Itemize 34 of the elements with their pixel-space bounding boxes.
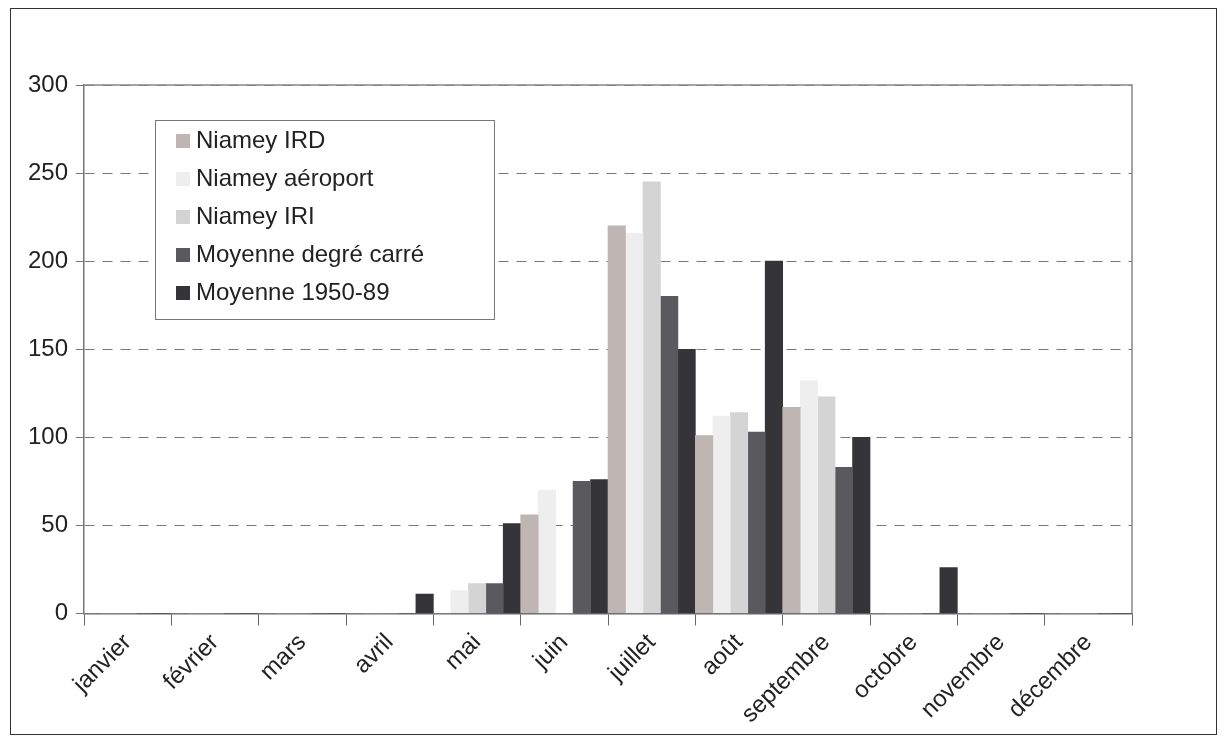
bar [695, 435, 714, 614]
bar [590, 479, 609, 614]
bar [782, 407, 801, 614]
y-tick-label: 150 [28, 333, 69, 361]
bar [625, 232, 644, 614]
bar [450, 590, 469, 614]
bar [939, 567, 958, 614]
y-tick-label: 200 [28, 245, 69, 273]
bar [799, 380, 818, 614]
legend-label: Niamey IRI [196, 202, 315, 229]
bar [467, 583, 487, 614]
y-tick-label: 0 [54, 598, 69, 626]
bar [502, 523, 522, 614]
bar [537, 489, 556, 614]
bar [677, 348, 696, 614]
x-tick-label: mai [438, 627, 486, 675]
bar [729, 412, 749, 614]
bar [415, 593, 434, 614]
y-tick-label: 50 [41, 510, 69, 538]
bar [642, 181, 661, 614]
bar [520, 514, 539, 614]
legend-label: Moyenne degré carré [196, 240, 425, 267]
x-tick-label: juin [526, 627, 573, 674]
bar [852, 436, 871, 614]
legend-label: Moyenne 1950-89 [196, 278, 390, 305]
y-tick-label: 300 [28, 69, 69, 97]
bar [607, 225, 626, 614]
legend-label: Niamey IRD [196, 126, 326, 153]
legend-label: Niamey aéroport [196, 164, 374, 191]
bar [817, 396, 836, 614]
y-tick-label: 250 [28, 157, 69, 185]
bar [764, 260, 784, 614]
bar [712, 415, 731, 614]
y-tick-label: 100 [28, 421, 69, 449]
